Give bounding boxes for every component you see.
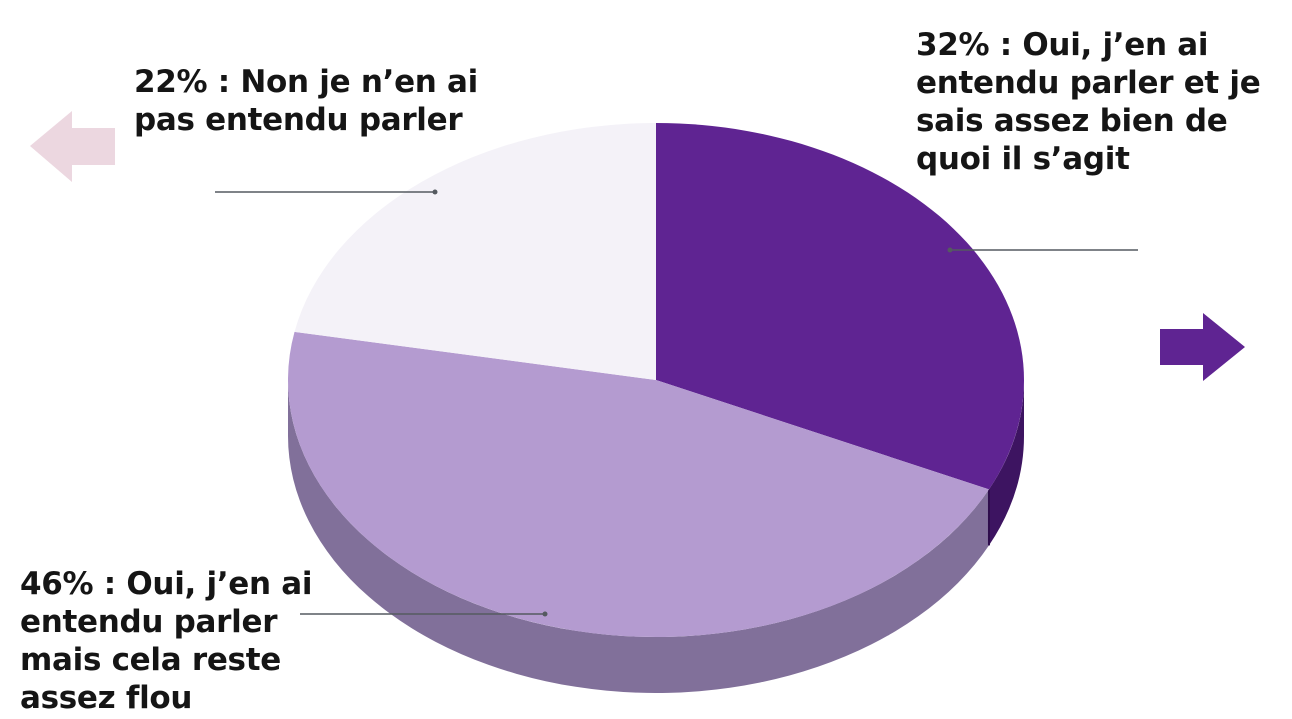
slice-label-non: 22% : Non je n’en ai pas entendu parler (134, 64, 479, 138)
pie-slice-2 (294, 123, 656, 380)
arrow-right-icon (1160, 313, 1245, 381)
pie-slice-side-1 (288, 380, 989, 694)
pie-slice-1 (287, 331, 989, 638)
slice-label-oui-flou: 46% : Oui, j’en ai entendu parler mais c… (20, 566, 313, 716)
pie-slice-side-0 (988, 380, 1024, 546)
leader-line-non-dot (432, 189, 438, 195)
arrow-left-icon (30, 111, 115, 182)
leader-line-oui-flou-dot (542, 611, 548, 617)
slice-label-oui-sait: 32% : Oui, j’en ai entendu parler et je … (916, 27, 1261, 177)
leader-line-oui-sait-dot (947, 247, 953, 253)
pie-slice-0 (656, 123, 1024, 490)
